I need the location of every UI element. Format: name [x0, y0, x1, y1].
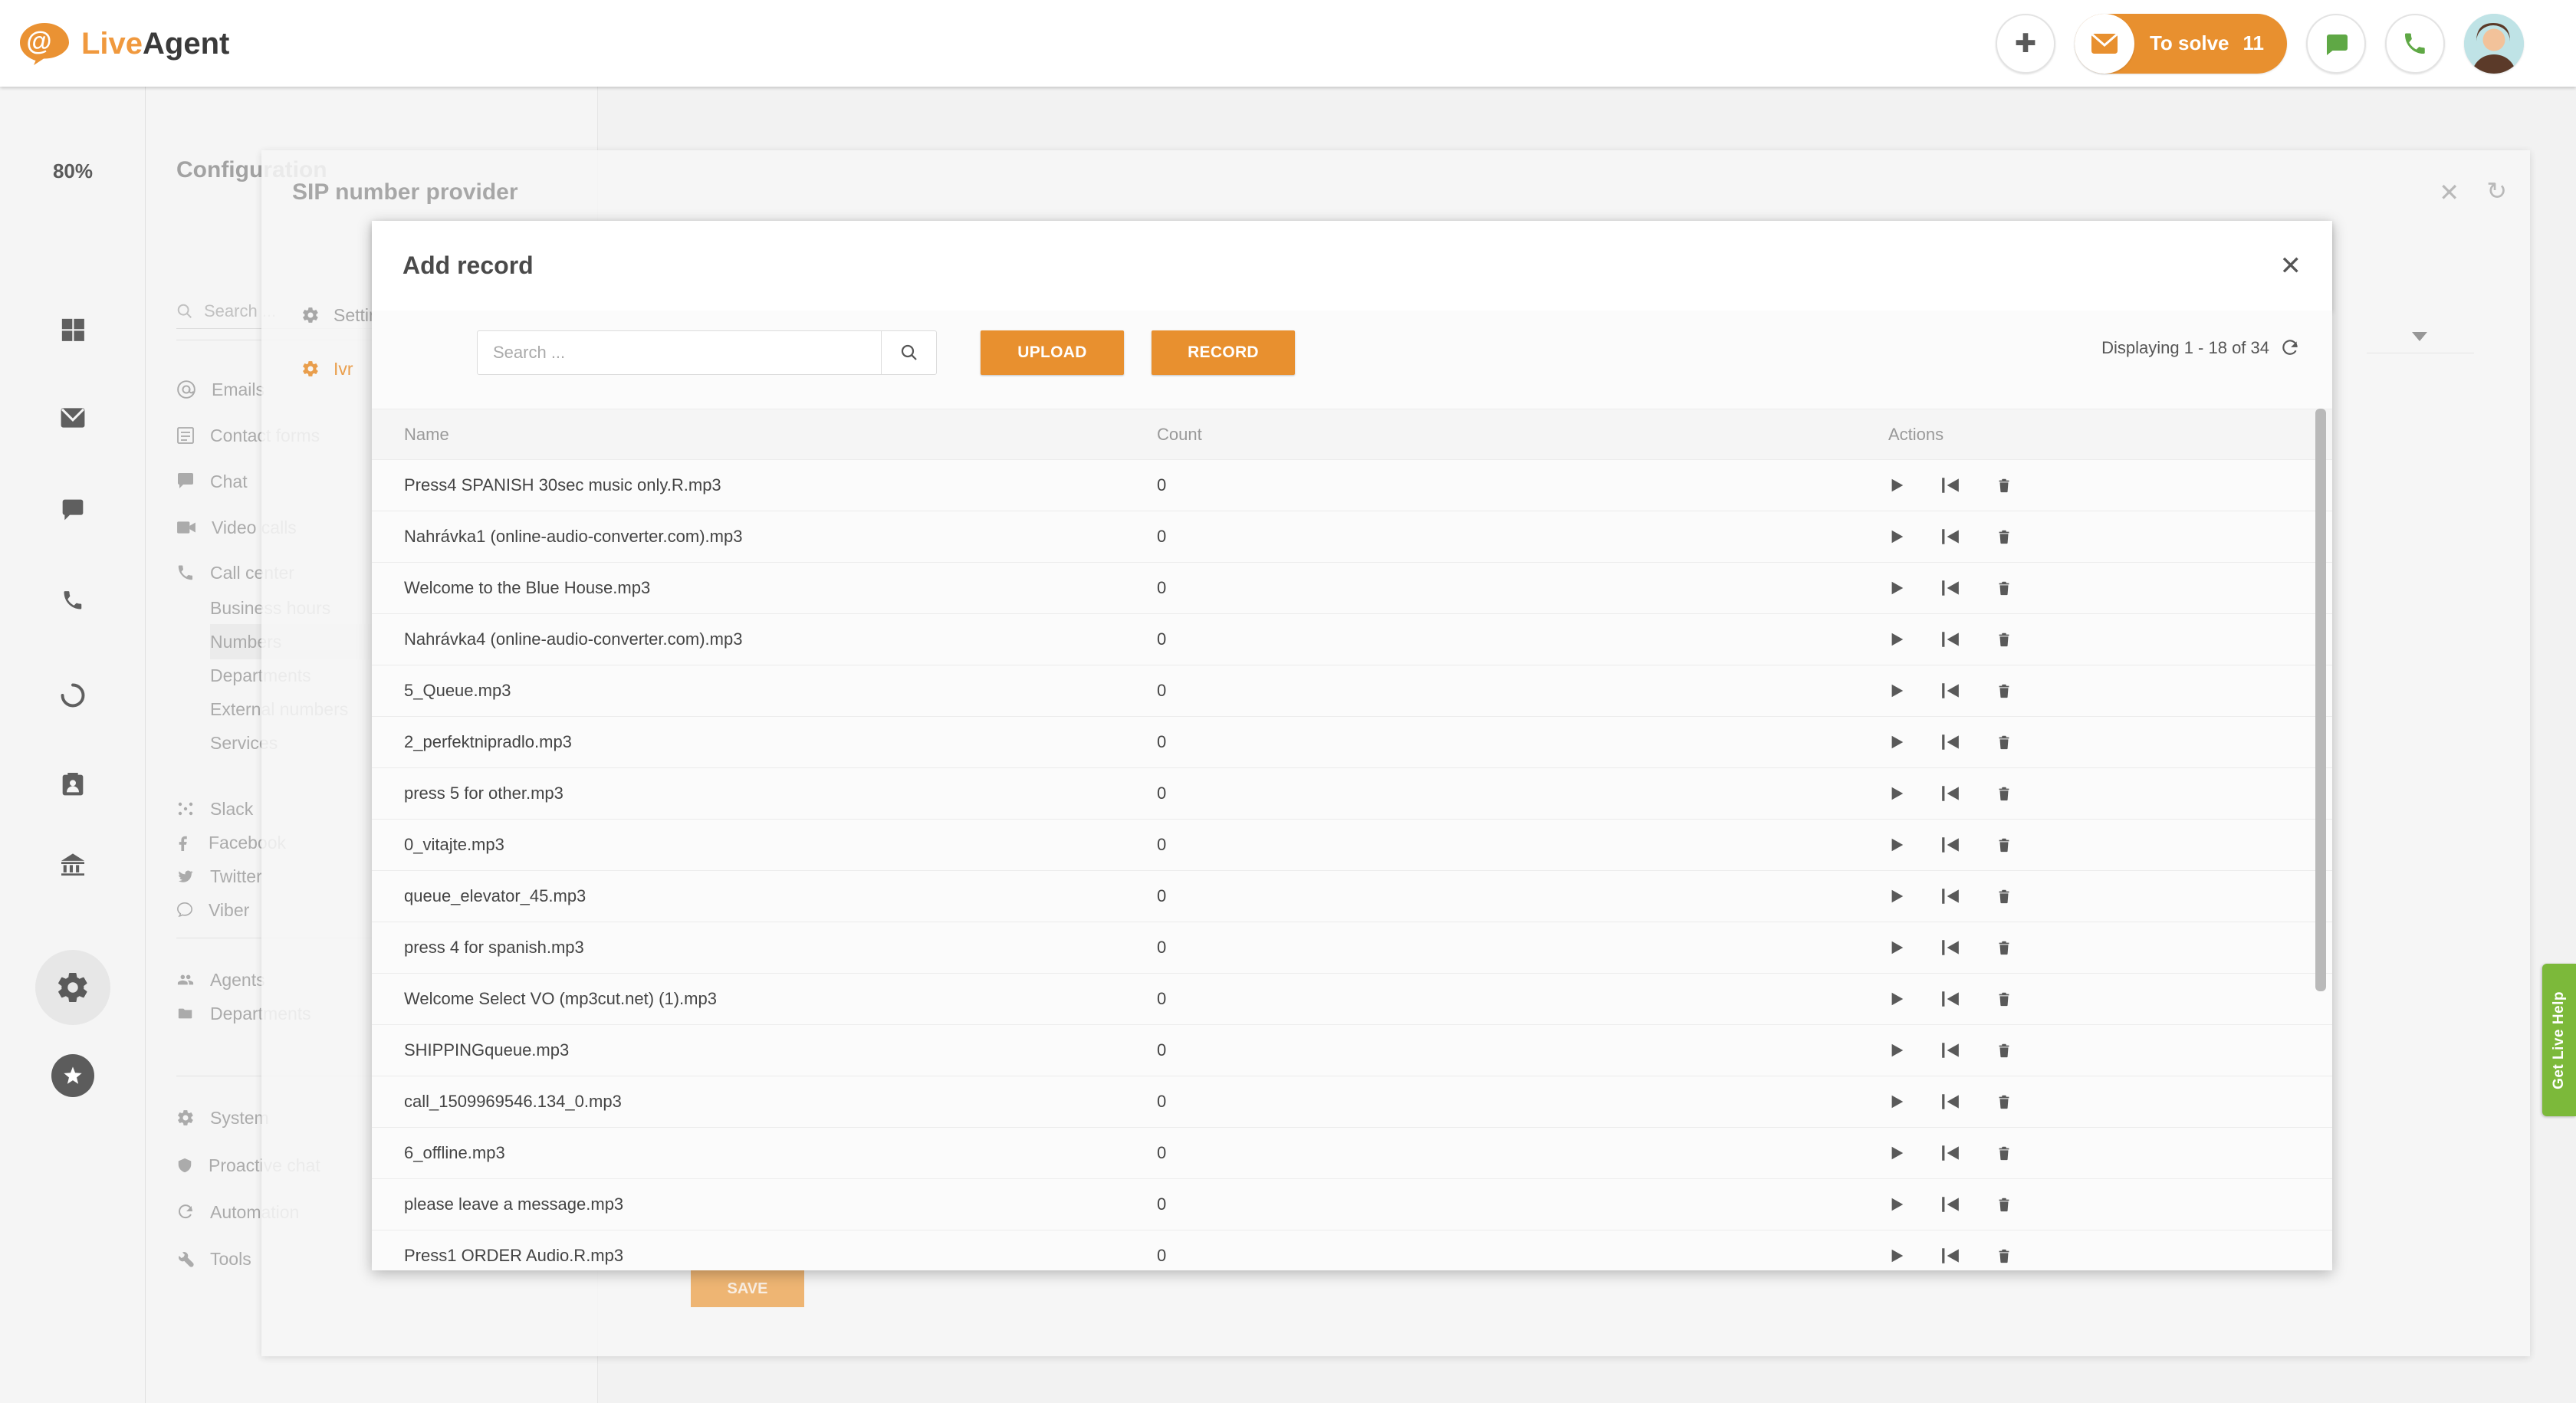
svg-text:@: @: [26, 27, 51, 56]
